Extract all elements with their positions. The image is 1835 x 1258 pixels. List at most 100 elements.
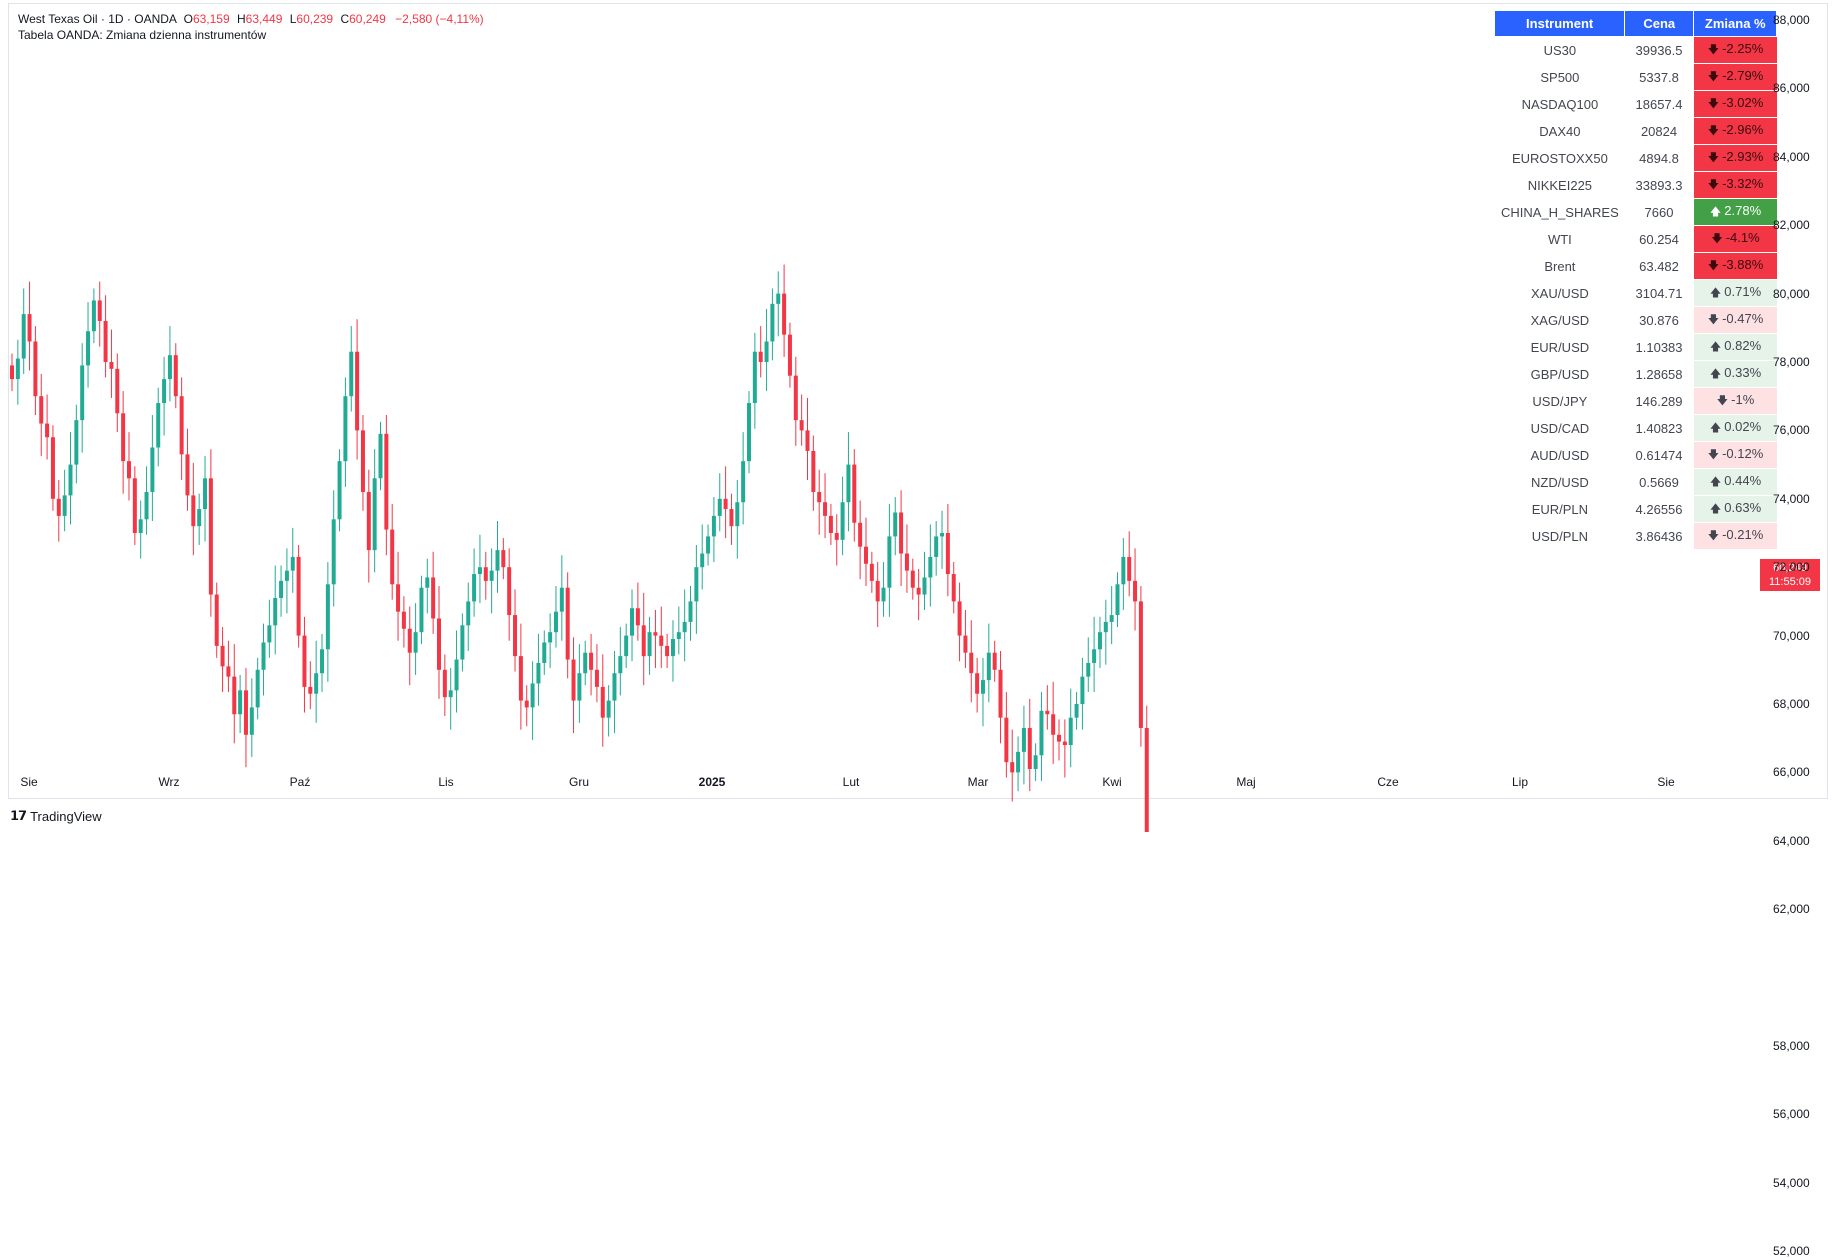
candle[interactable] — [466, 601, 471, 626]
candle[interactable] — [10, 365, 14, 380]
candle[interactable] — [670, 639, 675, 657]
candle[interactable] — [612, 673, 617, 701]
table-row[interactable]: USD/CAD 1.40823 🡅 0.02% — [1495, 414, 1777, 442]
candle[interactable] — [1103, 621, 1108, 633]
candle[interactable] — [758, 351, 763, 362]
candle[interactable] — [396, 584, 401, 612]
candle[interactable] — [828, 515, 833, 533]
candle[interactable] — [384, 433, 389, 530]
candle[interactable] — [875, 580, 880, 602]
table-row[interactable]: XAG/USD 30.876 🡇 -0.47% — [1495, 306, 1777, 334]
candle[interactable] — [279, 580, 284, 598]
candle[interactable] — [904, 553, 909, 571]
candle[interactable] — [647, 632, 652, 657]
candle[interactable] — [91, 300, 96, 332]
candle[interactable] — [378, 433, 383, 479]
candle[interactable] — [682, 621, 687, 633]
candle[interactable] — [501, 550, 506, 568]
candle[interactable] — [273, 597, 278, 626]
candle[interactable] — [770, 303, 775, 342]
candle[interactable] — [513, 615, 518, 657]
candle[interactable] — [495, 550, 500, 571]
candle[interactable] — [624, 635, 629, 657]
candle[interactable] — [220, 645, 225, 667]
table-row[interactable]: EUR/PLN 4.26556 🡅 0.63% — [1495, 495, 1777, 523]
table-row[interactable]: Brent 63.482 🡇 -3.88% — [1495, 252, 1777, 280]
candle[interactable] — [1057, 734, 1062, 742]
table-row[interactable]: DAX40 20824 🡇 -2.96% — [1495, 117, 1777, 145]
indicator-title[interactable]: Tabela OANDA: Zmiana dzienna instrumentó… — [18, 28, 267, 42]
candle[interactable] — [846, 464, 851, 503]
candle[interactable] — [910, 570, 915, 588]
candle[interactable] — [320, 649, 325, 674]
candle[interactable] — [226, 666, 231, 677]
candle[interactable] — [641, 625, 646, 657]
candle[interactable] — [524, 700, 529, 708]
candle[interactable] — [349, 351, 354, 397]
candle[interactable] — [869, 563, 874, 581]
candle[interactable] — [243, 690, 248, 735]
table-row[interactable]: USD/JPY 146.289 🡇 -1% — [1495, 387, 1777, 415]
candle[interactable] — [1144, 727, 1149, 832]
candle[interactable] — [899, 512, 904, 554]
candle[interactable] — [1068, 717, 1073, 746]
candle[interactable] — [852, 464, 857, 523]
candle[interactable] — [208, 478, 213, 595]
candle[interactable] — [928, 556, 933, 578]
candle[interactable] — [823, 502, 828, 516]
candle[interactable] — [980, 680, 985, 694]
candle[interactable] — [314, 673, 319, 694]
tradingview-logo[interactable]: 𝟭𝟳 TradingView — [10, 808, 102, 824]
candle[interactable] — [811, 450, 816, 492]
candle[interactable] — [536, 662, 541, 684]
table-row[interactable]: NZD/USD 0.5669 🡅 0.44% — [1495, 468, 1777, 496]
candle[interactable] — [1138, 601, 1143, 728]
candle[interactable] — [606, 700, 611, 718]
candle[interactable] — [126, 461, 131, 479]
candle[interactable] — [916, 587, 921, 595]
table-row[interactable]: AUD/USD 0.61474 🡇 -0.12% — [1495, 441, 1777, 469]
candle[interactable] — [1097, 632, 1102, 650]
candle[interactable] — [331, 519, 336, 585]
candle[interactable] — [460, 625, 465, 660]
candle[interactable] — [542, 642, 547, 663]
candle[interactable] — [156, 403, 161, 448]
candle[interactable] — [296, 556, 301, 636]
candle[interactable] — [998, 669, 1003, 718]
candle[interactable] — [776, 293, 781, 304]
table-row[interactable]: NIKKEI225 33893.3 🡇 -3.32% — [1495, 171, 1777, 199]
table-row[interactable]: XAU/USD 3104.71 🡅 0.71% — [1495, 279, 1777, 307]
candle[interactable] — [729, 509, 734, 527]
candle[interactable] — [261, 642, 266, 670]
candle[interactable] — [255, 669, 260, 708]
candle[interactable] — [717, 498, 722, 516]
candle[interactable] — [1115, 584, 1120, 616]
candle[interactable] — [162, 379, 167, 404]
candle[interactable] — [530, 683, 535, 708]
candle[interactable] — [62, 495, 67, 516]
candle[interactable] — [706, 536, 711, 554]
candle[interactable] — [887, 536, 892, 588]
candle[interactable] — [863, 546, 868, 564]
candle[interactable] — [489, 570, 494, 581]
candle[interactable] — [150, 447, 155, 492]
candle[interactable] — [121, 413, 126, 462]
candle[interactable] — [232, 676, 237, 715]
candle[interactable] — [589, 652, 594, 670]
candle[interactable] — [355, 351, 360, 431]
candle[interactable] — [50, 437, 55, 499]
table-row[interactable]: USD/PLN 3.86436 🡇 -0.21% — [1495, 522, 1777, 549]
candle[interactable] — [454, 659, 459, 691]
candle[interactable] — [893, 512, 898, 537]
candle[interactable] — [559, 587, 564, 612]
candle[interactable] — [132, 478, 137, 533]
candle[interactable] — [325, 584, 330, 650]
candle[interactable] — [700, 553, 705, 568]
candle[interactable] — [940, 533, 945, 537]
candle[interactable] — [267, 625, 272, 643]
candle[interactable] — [448, 690, 453, 698]
candle[interactable] — [834, 533, 839, 540]
candle[interactable] — [115, 368, 120, 414]
candle[interactable] — [934, 536, 939, 557]
candle[interactable] — [653, 632, 658, 636]
